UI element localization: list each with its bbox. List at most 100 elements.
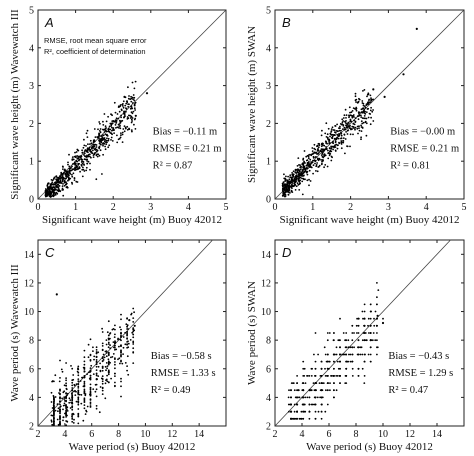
data-point [372,109,374,111]
data-point [370,116,372,119]
data-point [65,396,67,399]
data-point [77,365,80,368]
data-point [87,155,90,158]
data-point [122,128,125,130]
data-point [101,366,104,368]
data-point [94,390,97,393]
data-point [344,339,346,342]
data-point [363,109,366,111]
data-point [73,179,76,182]
y-tick-label: 4 [266,43,271,54]
data-point [290,176,292,179]
data-point [334,131,337,134]
data-point [363,310,366,313]
data-point [65,407,67,410]
data-point [77,387,80,389]
data-point [334,140,337,143]
data-point [72,374,75,376]
data-point [124,362,127,364]
data-point [363,339,366,342]
data-point [116,134,118,137]
data-point [340,123,343,126]
data-point [97,128,99,131]
data-point [98,154,101,157]
data-point [89,143,91,146]
data-point [304,396,307,399]
data-point [346,145,349,148]
y-tick-label: 0 [266,195,271,206]
data-point [79,155,82,158]
data-point [65,379,67,382]
data-point [95,388,98,391]
data-point [329,382,331,384]
data-point [327,127,330,130]
data-point [356,115,359,118]
data-point [131,112,134,115]
data-point [81,149,83,152]
data-point [114,111,117,114]
data-point [104,129,107,132]
data-point [305,171,308,174]
data-point [320,150,323,153]
data-point [71,402,74,405]
data-point [293,182,296,185]
data-point [290,389,292,392]
data-point [71,381,74,384]
data-point [92,140,95,143]
data-point [287,191,290,193]
data-point [328,332,331,334]
data-point [101,380,104,383]
data-point [94,136,97,139]
data-point [99,369,102,372]
data-point [312,159,314,162]
data-point [306,167,309,170]
data-point [92,388,95,390]
data-point [287,194,290,196]
data-point [291,172,293,174]
data-point [313,143,316,146]
data-point [126,337,128,340]
data-point [358,114,361,117]
data-point [83,390,86,392]
data-point [77,371,80,374]
data-point [78,393,81,396]
y-axis-label: Significant wave height (m) Wavewatch II… [9,9,21,200]
data-point [331,135,334,138]
data-point [71,417,74,419]
data-point [62,408,64,411]
data-point [342,332,345,334]
data-point [83,392,86,395]
data-point [64,177,67,180]
data-point [303,403,306,406]
data-point [301,180,304,183]
data-point [351,332,354,334]
data-point [64,173,67,176]
data-point [132,94,135,96]
scatter-points [281,27,418,198]
data-point [324,367,326,370]
data-point [318,142,320,145]
data-point [61,175,64,177]
data-point [77,155,80,158]
data-point [89,148,92,151]
data-point [339,367,341,370]
data-point [355,324,358,327]
data-point [63,169,66,172]
data-point [301,403,304,406]
x-tick-label: 14 [194,429,204,440]
data-point [289,174,292,177]
data-point [112,353,115,355]
data-point [347,129,350,132]
data-point [314,367,317,370]
data-point-outlier [415,27,418,30]
data-point [126,128,129,131]
data-point [103,131,106,133]
data-point [107,358,110,361]
data-point [351,116,354,119]
data-point [81,376,84,379]
data-point [290,382,293,384]
data-point [107,146,110,149]
data-point [89,399,92,401]
data-point [351,360,354,363]
data-point [125,323,128,326]
